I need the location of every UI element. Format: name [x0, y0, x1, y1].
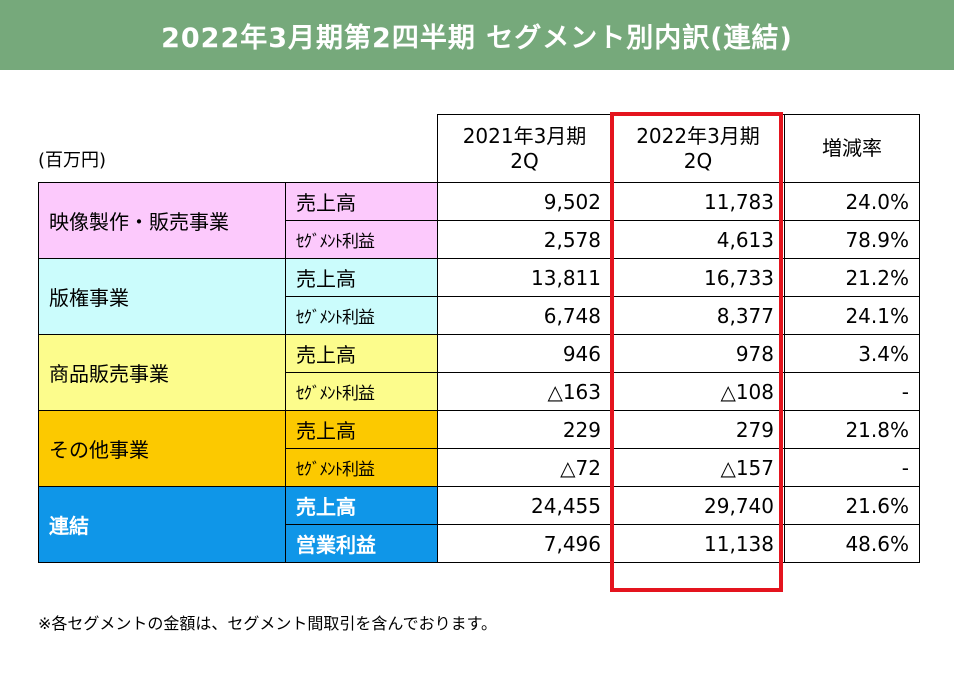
cell-curr: 978: [611, 334, 785, 373]
row-label: 売上高: [285, 182, 438, 221]
col-header-change: 増減率: [784, 114, 920, 183]
footnote: ※各セグメントの金額は、セグメント間取引を含んでおります。: [38, 614, 498, 633]
table-row: 版権事業 売上高 13,811 16,733 21.2%: [38, 258, 920, 335]
cell-prev: 946: [437, 334, 612, 373]
cell-curr: 11,783: [611, 182, 785, 221]
cell-change: 78.9%: [784, 220, 920, 259]
cell-curr: 8,377: [611, 296, 785, 335]
row-label: 売上高: [285, 334, 438, 373]
cell-prev: 229: [437, 410, 612, 449]
cell-prev: 9,502: [437, 182, 612, 221]
cell-prev: △72: [437, 448, 612, 487]
cell-change: 48.6%: [784, 524, 920, 563]
cell-change: 21.2%: [784, 258, 920, 297]
col-header-prev-line1: 2021年3月期: [462, 123, 587, 148]
cell-curr: △108: [611, 372, 785, 411]
cell-change: 3.4%: [784, 334, 920, 373]
cell-change: 24.1%: [784, 296, 920, 335]
cell-prev: 2,578: [437, 220, 612, 259]
row-label: ｾｸﾞﾒﾝﾄ利益: [285, 296, 438, 335]
table-row: ｾｸﾞﾒﾝﾄ利益 2,578 4,613 78.9%: [39, 220, 920, 259]
table-row: 映像製作・販売事業 売上高 9,502 11,783 24.0%: [38, 182, 920, 259]
table-row: 営業利益 7,496 11,138 48.6%: [39, 524, 920, 563]
table-row: その他事業 売上高 229 279 21.8%: [38, 410, 920, 487]
col-header-curr: 2022年3月期 2Q: [611, 114, 785, 183]
table-row: ｾｸﾞﾒﾝﾄ利益 6,748 8,377 24.1%: [39, 296, 920, 335]
page-title: 2022年3月期第2四半期 セグメント別内訳(連結): [0, 0, 954, 70]
row-label: ｾｸﾞﾒﾝﾄ利益: [285, 448, 438, 487]
cell-curr: 279: [611, 410, 785, 449]
cell-curr: △157: [611, 448, 785, 487]
cell-change: 24.0%: [784, 182, 920, 221]
cell-change: 21.6%: [784, 486, 920, 525]
cell-prev: 6,748: [437, 296, 612, 335]
col-header-prev: 2021年3月期 2Q: [437, 114, 612, 183]
col-header-curr-line2: 2Q: [683, 148, 713, 173]
segment-name: 版権事業: [38, 258, 286, 335]
row-label: 売上高: [285, 486, 438, 525]
segment-name: 連結: [38, 486, 286, 563]
row-label: ｾｸﾞﾒﾝﾄ利益: [285, 372, 438, 411]
col-header-prev-line2: 2Q: [510, 148, 539, 173]
segment-name: 商品販売事業: [38, 334, 286, 411]
segment-table: 2021年3月期 2Q 2022年3月期 2Q 増減率 映像製作・販売事業 売上…: [38, 114, 920, 563]
header-blank: [38, 114, 438, 183]
cell-curr: 11,138: [611, 524, 785, 563]
table-row: ｾｸﾞﾒﾝﾄ利益 △163 △108 -: [39, 372, 920, 411]
col-header-curr-line1: 2022年3月期: [636, 123, 760, 148]
cell-prev: 13,811: [437, 258, 612, 297]
cell-curr: 29,740: [611, 486, 785, 525]
cell-curr: 4,613: [611, 220, 785, 259]
row-label: 営業利益: [285, 524, 438, 563]
table-row: 商品販売事業 売上高 946 978 3.4%: [38, 334, 920, 411]
table-row: 連結 売上高 24,455 29,740 21.6%: [38, 486, 920, 563]
segment-name: その他事業: [38, 410, 286, 487]
cell-change: -: [784, 448, 920, 487]
cell-prev: 24,455: [437, 486, 612, 525]
row-label: 売上高: [285, 258, 438, 297]
cell-prev: 7,496: [437, 524, 612, 563]
cell-change: -: [784, 372, 920, 411]
table-row: ｾｸﾞﾒﾝﾄ利益 △72 △157 -: [39, 448, 920, 487]
cell-prev: △163: [437, 372, 612, 411]
cell-curr: 16,733: [611, 258, 785, 297]
row-label: 売上高: [285, 410, 438, 449]
cell-change: 21.8%: [784, 410, 920, 449]
row-label: ｾｸﾞﾒﾝﾄ利益: [285, 220, 438, 259]
segment-name: 映像製作・販売事業: [38, 182, 286, 259]
header-row: 2021年3月期 2Q 2022年3月期 2Q 増減率: [38, 114, 920, 183]
